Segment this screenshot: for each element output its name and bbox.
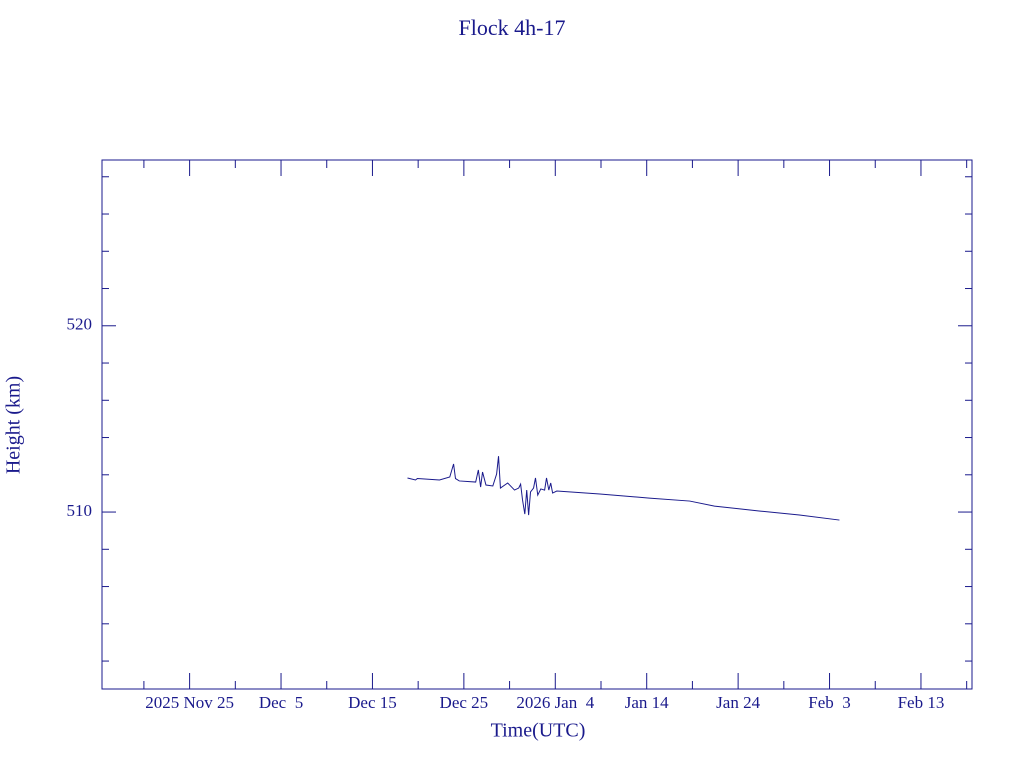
y-tick-label: 520 bbox=[67, 315, 93, 334]
x-tick-label: Feb 13 bbox=[898, 693, 945, 712]
data-line bbox=[407, 456, 840, 521]
chart-title: Flock 4h-17 bbox=[459, 15, 566, 40]
x-tick-label: 2026 Jan 4 bbox=[516, 693, 594, 712]
y-axis-label: Height (km) bbox=[3, 376, 25, 474]
x-tick-label: 2025 Nov 25 bbox=[145, 693, 234, 712]
x-tick-label: Feb 3 bbox=[808, 693, 851, 712]
y-tick-label: 510 bbox=[67, 501, 93, 520]
x-tick-label: Dec 25 bbox=[440, 693, 489, 712]
x-tick-label: Jan 14 bbox=[625, 693, 669, 712]
x-tick-label: Dec 15 bbox=[348, 693, 397, 712]
x-tick-label: Dec 5 bbox=[259, 693, 303, 712]
x-axis-label: Time(UTC) bbox=[491, 720, 586, 742]
plot-frame bbox=[101, 159, 973, 690]
x-tick-label: Jan 24 bbox=[716, 693, 760, 712]
